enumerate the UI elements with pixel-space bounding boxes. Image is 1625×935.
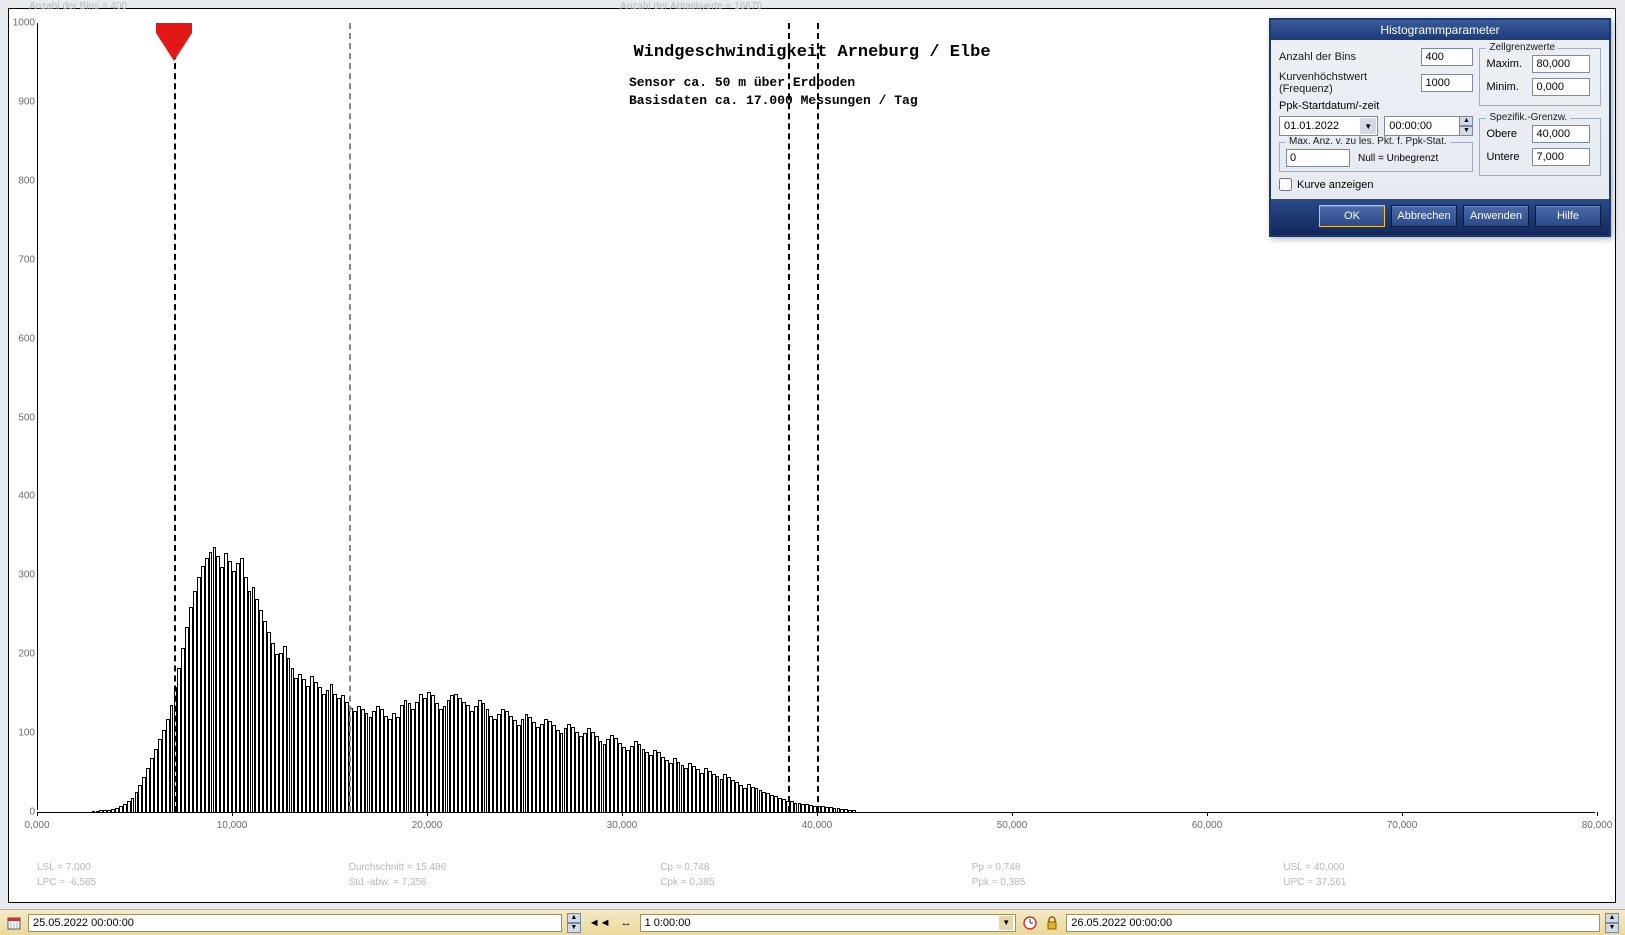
stat-item: Cpk = 0,385 (660, 877, 972, 888)
lock-icon[interactable] (1044, 915, 1060, 931)
stat-item: LSL = 7,000 (37, 862, 349, 873)
ppk-date-select[interactable]: 01.01.2022 ▼ (1279, 116, 1378, 136)
x-tick-label: 50,000 (997, 820, 1028, 831)
clock-icon[interactable] (1022, 915, 1038, 931)
ok-button[interactable]: OK (1319, 205, 1385, 227)
freq-label: Kurvenhöchstwert (Frequenz) (1279, 71, 1421, 95)
y-tick-label: 100 (18, 728, 35, 739)
y-tick-label: 0 (29, 807, 35, 818)
x-tick-label: 70,000 (1387, 820, 1418, 831)
chart-header-info: Anzahl der Bins = 400 Anzahl der Abtastw… (9, 1, 1615, 12)
end-spin-down[interactable]: ▼ (1605, 923, 1619, 933)
zell-legend: Zellgrenzwerte (1486, 42, 1558, 53)
x-tick-label: 40,000 (802, 820, 833, 831)
x-tick-label: 80,000 (1582, 820, 1613, 831)
zell-fieldset: Zellgrenzwerte Maxim. Minim. (1479, 48, 1601, 106)
stat-item: Ppk = 0,385 (972, 877, 1284, 888)
max-label: Maxim. (1486, 58, 1526, 70)
stat-item: Std.-abw. = 7,356 (349, 877, 661, 888)
ppk-time-value: 00:00:00 (1389, 120, 1432, 132)
marker-cap (156, 23, 192, 33)
y-tick-label: 600 (18, 333, 35, 344)
y-tick-label: 900 (18, 96, 35, 107)
calendar-icon[interactable] (6, 915, 22, 931)
y-tick-label: 1000 (13, 18, 35, 29)
max-input[interactable] (1532, 55, 1590, 73)
y-tick-label: 300 (18, 570, 35, 581)
obere-input[interactable] (1532, 125, 1590, 143)
stat-item: Durchschnitt = 15,486 (349, 862, 661, 873)
start-spin-up[interactable]: ▲ (567, 913, 581, 923)
maxpts-fieldset: Max. Anz. v. zu les. Pkt. f. Ppk-Stat. N… (1279, 142, 1473, 172)
span-icon[interactable]: ↔ (619, 917, 634, 929)
samples-count-label: Anzahl der Abtastwerte = 16670 (620, 1, 762, 12)
spez-fieldset: Spezifik.-Grenzw. Obere Untere (1479, 118, 1601, 176)
stat-item: UPC = 37,561 (1283, 877, 1595, 888)
span-field[interactable]: 1 0:00:00 ▼ (640, 914, 1017, 932)
ppk-label: Ppk-Startdatum/-zeit (1279, 100, 1473, 112)
x-tick-label: 0,000 (24, 820, 49, 831)
time-spin-down[interactable]: ▼ (1459, 126, 1473, 136)
start-datetime-field[interactable]: 25.05.2022 00:00:00 (28, 914, 562, 932)
spez-legend: Spezifik.-Grenzw. (1486, 112, 1570, 123)
freq-input[interactable] (1421, 74, 1473, 92)
stat-item: Cp = 0,748 (660, 862, 972, 873)
time-toolbar: 25.05.2022 00:00:00 ▲ ▼ ◄◄ ↔ 1 0:00:00 ▼… (0, 909, 1625, 935)
stat-item: LPC = -6,585 (37, 877, 349, 888)
dialog-title: Histogrammparameter (1271, 20, 1609, 40)
end-datetime-field[interactable]: 26.05.2022 00:00:00 (1066, 914, 1600, 932)
x-tick-label: 30,000 (607, 820, 638, 831)
ppk-time-input[interactable]: 00:00:00 (1384, 116, 1460, 136)
y-tick-label: 700 (18, 254, 35, 265)
y-axis: 01002003004005006007008009001000 (13, 23, 37, 810)
help-button[interactable]: Hilfe (1535, 205, 1601, 227)
untere-label: Untere (1486, 151, 1526, 163)
min-input[interactable] (1532, 78, 1590, 96)
bins-label: Anzahl der Bins (1279, 51, 1356, 63)
bins-count-label: Anzahl der Bins = 400 (29, 1, 127, 12)
dropdown-icon: ▼ (1360, 118, 1376, 134)
min-label: Minim. (1486, 81, 1526, 93)
step-back-icon[interactable]: ◄◄ (587, 917, 613, 929)
x-tick-label: 20,000 (412, 820, 443, 831)
start-datetime-value: 25.05.2022 00:00:00 (33, 917, 134, 929)
span-value: 1 0:00:00 (645, 917, 691, 929)
x-tick-label: 60,000 (1192, 820, 1223, 831)
bins-input[interactable] (1421, 48, 1473, 66)
stat-item: USL = 40,000 (1283, 862, 1595, 873)
show-curve-label: Kurve anzeigen (1297, 179, 1373, 191)
y-tick-label: 200 (18, 649, 35, 660)
maxpts-legend: Max. Anz. v. zu les. Pkt. f. Ppk-Stat. (1286, 136, 1450, 147)
end-datetime-value: 26.05.2022 00:00:00 (1071, 917, 1172, 929)
y-tick-label: 500 (18, 412, 35, 423)
stats-footer: LSL = 7,000Durchschnitt = 15,486Cp = 0,7… (37, 862, 1595, 888)
stat-item: Pp = 0,748 (972, 862, 1284, 873)
cancel-button[interactable]: Abbrechen (1391, 205, 1457, 227)
untere-input[interactable] (1532, 148, 1590, 166)
end-spin-up[interactable]: ▲ (1605, 913, 1619, 923)
x-tick-label: 10,000 (217, 820, 248, 831)
ppk-date-value: 01.01.2022 (1284, 120, 1339, 132)
y-tick-label: 400 (18, 491, 35, 502)
apply-button[interactable]: Anwenden (1463, 205, 1529, 227)
time-spin-up[interactable]: ▲ (1459, 116, 1473, 126)
dropdown-icon[interactable]: ▼ (999, 916, 1013, 930)
obere-label: Obere (1486, 128, 1526, 140)
start-spin-down[interactable]: ▼ (567, 923, 581, 933)
marker-triangle-icon (156, 33, 192, 61)
histogram-params-dialog: Histogrammparameter Anzahl der Bins Kurv… (1269, 18, 1611, 237)
maxpts-hint: Null = Unbegrenzt (1358, 153, 1438, 164)
y-tick-label: 800 (18, 175, 35, 186)
show-curve-checkbox[interactable] (1279, 178, 1292, 191)
maxpts-input[interactable] (1286, 149, 1350, 167)
